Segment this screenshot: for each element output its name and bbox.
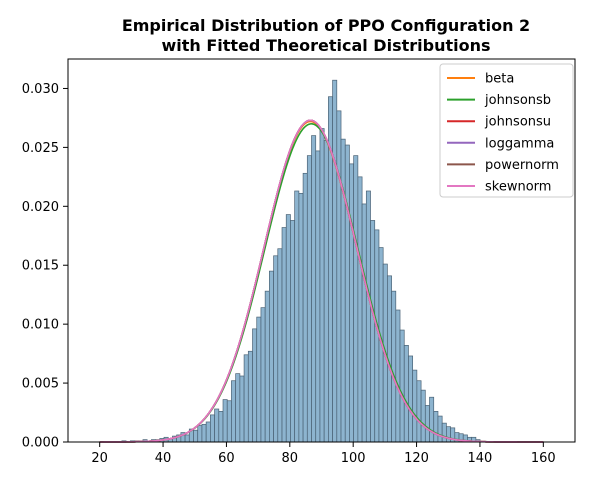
histogram-bar	[260, 307, 266, 443]
histogram-bar	[277, 248, 283, 443]
histogram-bar	[429, 396, 435, 443]
y-axis: 0.000 0.005 0.010 0.015 0.020 0.025 0.030	[22, 82, 68, 451]
x-tick-label: 100	[341, 451, 366, 466]
fit-line-skewnorm	[99, 119, 544, 443]
histogram-bar	[264, 290, 270, 443]
histogram-bar	[424, 405, 430, 443]
histogram-bar	[403, 345, 409, 443]
x-tick-label: 60	[218, 451, 235, 466]
histogram-bar	[306, 155, 312, 443]
histogram-bar	[281, 227, 287, 443]
legend-label-beta: beta	[485, 72, 514, 87]
histogram-bar	[302, 172, 308, 443]
x-tick-label: 120	[404, 451, 429, 466]
histogram-bar	[247, 350, 253, 443]
histogram-bar	[408, 355, 414, 443]
x-tick-label: 40	[155, 451, 172, 466]
histogram-bar	[349, 163, 355, 443]
histogram-bar	[197, 425, 203, 443]
histogram-bar	[273, 255, 279, 443]
histogram-bar	[399, 329, 405, 443]
histogram-bar	[416, 380, 422, 443]
x-tick-label: 20	[91, 451, 108, 466]
histogram-bar	[298, 192, 304, 443]
histogram-bar	[205, 421, 211, 443]
legend-label-johnsonsb: johnsonsb	[484, 93, 551, 108]
histogram-bar	[446, 426, 451, 443]
histogram-bar	[357, 176, 363, 443]
legend-label-skewnorm: skewnorm	[485, 180, 551, 195]
histogram-bar	[420, 389, 426, 443]
histogram-bar	[256, 316, 262, 443]
legend-label-powernorm: powernorm	[485, 158, 559, 173]
histogram-bar	[210, 414, 215, 443]
histogram-bar	[344, 144, 350, 443]
y-tick-label: 0.015	[22, 259, 59, 274]
histogram-bar	[269, 270, 274, 443]
histogram-bar	[290, 220, 296, 443]
histogram-bar	[239, 375, 245, 443]
histogram-bar	[395, 309, 401, 443]
histogram-bar	[201, 423, 207, 443]
histogram-bar	[370, 220, 376, 443]
legend-label-loggamma: loggamma	[485, 136, 554, 151]
histogram-bar	[222, 399, 228, 443]
histogram-bar	[365, 190, 371, 443]
histogram-bar	[391, 290, 397, 443]
histogram-bar	[336, 110, 342, 443]
histogram-bar	[323, 139, 329, 443]
histogram-bar	[374, 229, 380, 443]
legend-label-johnsonsu: johnsonsu	[484, 115, 551, 130]
histogram-bar	[226, 400, 232, 443]
plot-frame	[67, 58, 576, 443]
histogram-bar	[437, 415, 443, 443]
histogram-bar	[294, 190, 300, 443]
histogram-bar	[218, 411, 224, 443]
y-tick-label: 0.010	[22, 318, 59, 333]
histogram-bar	[252, 328, 258, 443]
histogram-bar	[285, 214, 291, 443]
histogram-bar	[441, 422, 447, 443]
chart-title-line1: Empirical Distribution of PPO Configurat…	[122, 16, 530, 35]
chart-title-line2: with Fitted Theoretical Distributions	[161, 36, 490, 55]
histogram-bar	[412, 369, 418, 443]
x-tick-label: 140	[468, 451, 493, 466]
histogram-bar	[243, 354, 249, 443]
histogram-bar	[193, 429, 199, 443]
histogram-bar	[361, 203, 367, 443]
x-axis: 20 40 60 80 100 120 140 160	[91, 442, 556, 466]
histogram-bars	[121, 79, 481, 443]
legend: beta johnsonsb johnsonsu loggamma powernorm s…	[439, 63, 574, 198]
y-tick-label: 0.020	[22, 200, 59, 215]
histogram-bar	[315, 150, 321, 443]
histogram-bar	[184, 434, 190, 443]
histogram-bar	[231, 380, 237, 443]
y-tick-label: 0.030	[22, 82, 59, 97]
y-tick-label: 0.025	[22, 141, 59, 156]
histogram-bar	[319, 128, 325, 443]
y-tick-label: 0.005	[22, 377, 59, 392]
histogram-bar	[353, 155, 359, 443]
histogram-bar	[214, 408, 220, 443]
histogram-bar	[433, 411, 439, 443]
fit-lines	[99, 119, 544, 443]
y-tick-label: 0.000	[22, 436, 59, 451]
x-tick-label: 160	[531, 451, 556, 466]
histogram-bar	[311, 135, 317, 443]
x-tick-label: 80	[282, 451, 299, 466]
histogram-bar	[332, 79, 338, 443]
histogram-bar	[235, 373, 241, 443]
